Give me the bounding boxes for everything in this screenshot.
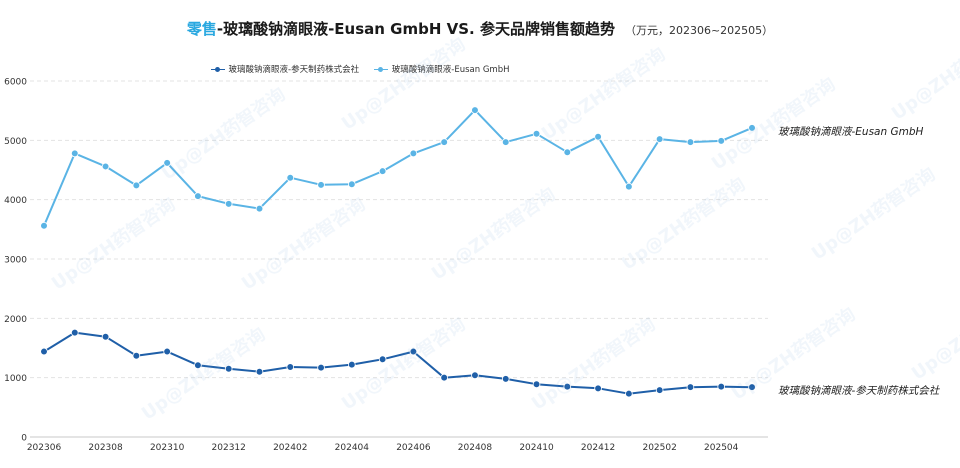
data-point [748, 124, 756, 132]
data-point [748, 383, 756, 391]
legend-item-eusan[interactable]: 玻璃酸钠滴眼液-Eusan GmbH [373, 63, 510, 75]
data-point [717, 382, 726, 391]
data-point [471, 371, 479, 380]
legend-marker-eusan [373, 65, 388, 73]
data-point [471, 106, 479, 114]
x-tick-label: 202502 [642, 443, 676, 453]
series-end-label: 玻璃酸钠滴眼液-参天制药株式会社 [778, 385, 941, 397]
data-point [132, 181, 141, 190]
data-point [378, 355, 387, 364]
y-tick-label: 4000 [4, 196, 27, 206]
x-tick-label: 202412 [581, 443, 615, 453]
data-point [194, 361, 202, 370]
x-tick-label: 202410 [519, 443, 554, 453]
x-tick-label: 202402 [273, 443, 307, 453]
data-point [194, 192, 202, 200]
data-point [563, 148, 572, 157]
data-point [532, 380, 541, 388]
data-point [378, 167, 387, 175]
data-point [101, 162, 110, 171]
data-point [501, 138, 510, 146]
data-point [224, 200, 233, 208]
x-tick-label: 202504 [704, 443, 739, 453]
data-point [317, 181, 325, 189]
y-tick-label: 2000 [4, 315, 27, 325]
y-tick-label: 5000 [4, 137, 27, 147]
data-point [686, 383, 695, 391]
data-point [348, 180, 356, 189]
data-point [409, 149, 418, 158]
data-point [101, 332, 110, 341]
data-point [594, 384, 602, 393]
x-tick-label: 202408 [458, 443, 493, 453]
data-point [655, 135, 664, 143]
x-tick-label: 202310 [150, 443, 185, 453]
title-subtitle: （万元，202306~202505） [624, 24, 774, 37]
series-end-label: 玻璃酸钠滴眼液-Eusan GmbH [778, 126, 924, 138]
data-point [625, 389, 633, 398]
data-point [501, 375, 510, 383]
chart-legend: 玻璃酸钠滴眼液-参天制药株式会社 玻璃酸钠滴眼液-Eusan GmbH [0, 63, 720, 76]
data-point [440, 138, 448, 146]
data-point [317, 363, 325, 372]
data-point [655, 386, 664, 394]
data-point [717, 137, 726, 145]
series-line-0 [43, 331, 753, 395]
legend-label-santen: 玻璃酸钠滴眼液-参天制药株式会社 [228, 65, 360, 75]
data-point [625, 182, 633, 191]
data-point [286, 173, 295, 182]
data-point [409, 347, 418, 356]
data-point [40, 347, 48, 356]
legend-label-eusan: 玻璃酸钠滴眼液-Eusan GmbH [391, 65, 510, 75]
data-point [686, 138, 695, 146]
series-line-1 [43, 109, 753, 227]
y-tick-label: 0 [21, 434, 27, 444]
data-point [163, 159, 171, 167]
data-point [224, 364, 233, 373]
data-point [132, 351, 141, 360]
data-point [40, 221, 48, 230]
data-point [163, 347, 171, 356]
x-tick-label: 202406 [396, 443, 431, 453]
data-point [440, 373, 448, 382]
data-point [255, 367, 264, 376]
x-tick-label: 202306 [27, 443, 62, 453]
y-tick-label: 3000 [4, 256, 27, 266]
data-point [70, 149, 79, 158]
title-main: -玻璃酸钠滴眼液-Eusan GmbH VS. 参天品牌销售额趋势 [216, 20, 615, 38]
x-tick-label: 202404 [335, 443, 370, 453]
title-accent: 零售 [186, 20, 217, 38]
y-tick-label: 6000 [4, 78, 27, 88]
data-point [594, 132, 602, 141]
y-tick-label: 1000 [4, 374, 27, 384]
data-point [563, 382, 572, 391]
data-point [348, 360, 356, 369]
legend-item-santen[interactable]: 玻璃酸钠滴眼液-参天制药株式会社 [210, 63, 360, 75]
x-tick-label: 202312 [212, 443, 246, 453]
data-point [532, 130, 541, 138]
chart-title: 零售-玻璃酸钠滴眼液-Eusan GmbH VS. 参天品牌销售额趋势 （万元，2… [0, 18, 960, 39]
data-point [286, 363, 295, 371]
x-tick-label: 202308 [88, 443, 123, 453]
data-point [70, 328, 79, 337]
legend-marker-santen [210, 65, 225, 73]
data-point [255, 204, 264, 213]
